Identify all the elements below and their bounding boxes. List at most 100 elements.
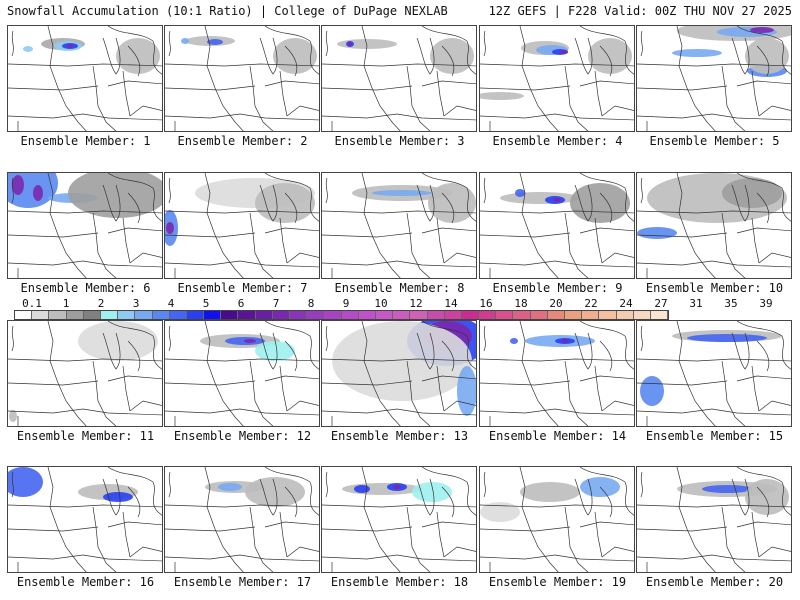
snowfall-area: [637, 227, 677, 239]
snowfall-area: [67, 44, 73, 48]
snowfall-area: [23, 46, 33, 52]
ensemble-member-label: Ensemble Member: 10: [645, 281, 784, 295]
ensemble-member-label: Ensemble Member: 7: [177, 281, 308, 295]
colorbar-swatch: [513, 311, 531, 319]
ensemble-member-label: Ensemble Member: 20: [645, 575, 784, 589]
ensemble-member-label: Ensemble Member: 15: [645, 429, 784, 443]
ensemble-member-label: Ensemble Member: 3: [334, 134, 465, 148]
snowfall-area: [393, 485, 401, 489]
colorbar-tick-label: 20: [549, 297, 563, 310]
ensemble-member-label: Ensemble Member: 16: [16, 575, 155, 589]
colorbar-swatch: [32, 311, 50, 319]
colorbar-swatch: [599, 311, 617, 319]
map-canvas: [8, 321, 162, 426]
map-canvas: [165, 321, 319, 426]
ensemble-member-label: Ensemble Member: 1: [20, 134, 151, 148]
ensemble-member-label: Ensemble Member: 4: [492, 134, 623, 148]
colorbar-swatch: [479, 311, 497, 319]
colorbar-swatch: [375, 311, 394, 319]
colorbar-swatch: [100, 311, 119, 319]
snowfall-area: [372, 190, 432, 196]
ensemble-member-label: Ensemble Member: 17: [173, 575, 312, 589]
map-canvas: [8, 26, 162, 131]
map-canvas: [637, 321, 791, 426]
snowfall-area: [561, 339, 569, 343]
colorbar-swatch: [358, 311, 376, 319]
colorbar-swatch: [118, 311, 136, 319]
snowfall-area: [560, 50, 568, 54]
snowfall-area: [750, 27, 774, 33]
colorbar-tick-label: 5: [202, 297, 210, 310]
ensemble-map-panel: [164, 25, 320, 132]
colorbar-swatch: [444, 311, 462, 319]
colorbar-swatch: [616, 311, 634, 319]
colorbar-swatch: [255, 311, 273, 319]
ensemble-map-panel: [321, 320, 477, 427]
snowfall-area: [8, 467, 43, 497]
ensemble-member-label: Ensemble Member: 8: [334, 281, 465, 295]
colorbar-swatch: [565, 311, 583, 319]
snowfall-area: [553, 198, 561, 202]
colorbar-swatch: [238, 311, 256, 319]
ensemble-member-label: Ensemble Member: 13: [330, 429, 469, 443]
model-run-info: 12Z GEFS | F228 Valid: 00Z THU NOV 27 20…: [488, 4, 792, 18]
snowfall-area: [166, 222, 174, 234]
snowfall-area: [640, 376, 664, 406]
snowfall-area: [457, 366, 476, 416]
snowfall-area: [12, 175, 24, 195]
colorbar-swatch: [582, 311, 600, 319]
colorbar-swatch: [393, 311, 411, 319]
colorbar-tick-label: 16: [479, 297, 493, 310]
snowfall-area: [33, 185, 43, 201]
colorbar-swatch: [324, 311, 342, 319]
snowfall-area: [348, 42, 352, 46]
colorbar-swatch: [410, 311, 428, 319]
colorbar-swatch: [341, 311, 359, 319]
colorbar-tick-label: 12: [409, 297, 423, 310]
map-canvas: [637, 26, 791, 131]
colorbar-swatch: [427, 311, 445, 319]
snowfall-area: [244, 339, 256, 343]
ensemble-map-panel: [321, 172, 477, 279]
colorbar-swatch: [650, 311, 669, 319]
map-canvas: [322, 26, 476, 131]
map-canvas: [322, 173, 476, 278]
map-canvas: [8, 467, 162, 572]
snowfall-area: [255, 341, 295, 361]
map-canvas: [637, 467, 791, 572]
snowfall-area: [103, 492, 133, 502]
map-canvas: [480, 467, 634, 572]
colorbar-swatch: [530, 311, 548, 319]
ensemble-map-panel: [7, 466, 163, 573]
colorbar-tick-label: 9: [342, 297, 350, 310]
ensemble-map-panel: [321, 466, 477, 573]
ensemble-map-panel: [636, 466, 792, 573]
colorbar-swatch: [307, 311, 325, 319]
colorbar-swatch: [461, 311, 480, 319]
map-canvas: [637, 173, 791, 278]
ensemble-member-label: Ensemble Member: 6: [20, 281, 151, 295]
colorbar-swatch: [169, 311, 187, 319]
snowfall-area: [687, 334, 767, 342]
snowfall-area: [332, 321, 472, 401]
map-canvas: [480, 321, 634, 426]
ensemble-member-label: Ensemble Member: 11: [16, 429, 155, 443]
colorbar-tick-label: 31: [689, 297, 703, 310]
colorbar-tick-label: 24: [619, 297, 633, 310]
colorbar-tick-label: 39: [759, 297, 773, 310]
colorbar-tick-label: 14: [444, 297, 458, 310]
colorbar-swatch: [633, 311, 651, 319]
snowfall-area: [510, 338, 518, 344]
colorbar-swatch: [290, 311, 308, 319]
map-canvas: [322, 321, 476, 426]
colorbar-tick-label: 6: [237, 297, 245, 310]
colorbar-swatch: [204, 311, 222, 319]
colorbar-tick-label: 18: [514, 297, 528, 310]
colorbar-tick-label: 22: [584, 297, 598, 310]
snowfall-area: [428, 183, 476, 223]
ensemble-map-panel: [636, 172, 792, 279]
snowfall-area: [354, 485, 370, 493]
map-title: Snowfall Accumulation (10:1 Ratio) | Col…: [7, 4, 448, 18]
colorbar-tick-label: 1: [62, 297, 70, 310]
snowfall-area: [218, 483, 242, 491]
